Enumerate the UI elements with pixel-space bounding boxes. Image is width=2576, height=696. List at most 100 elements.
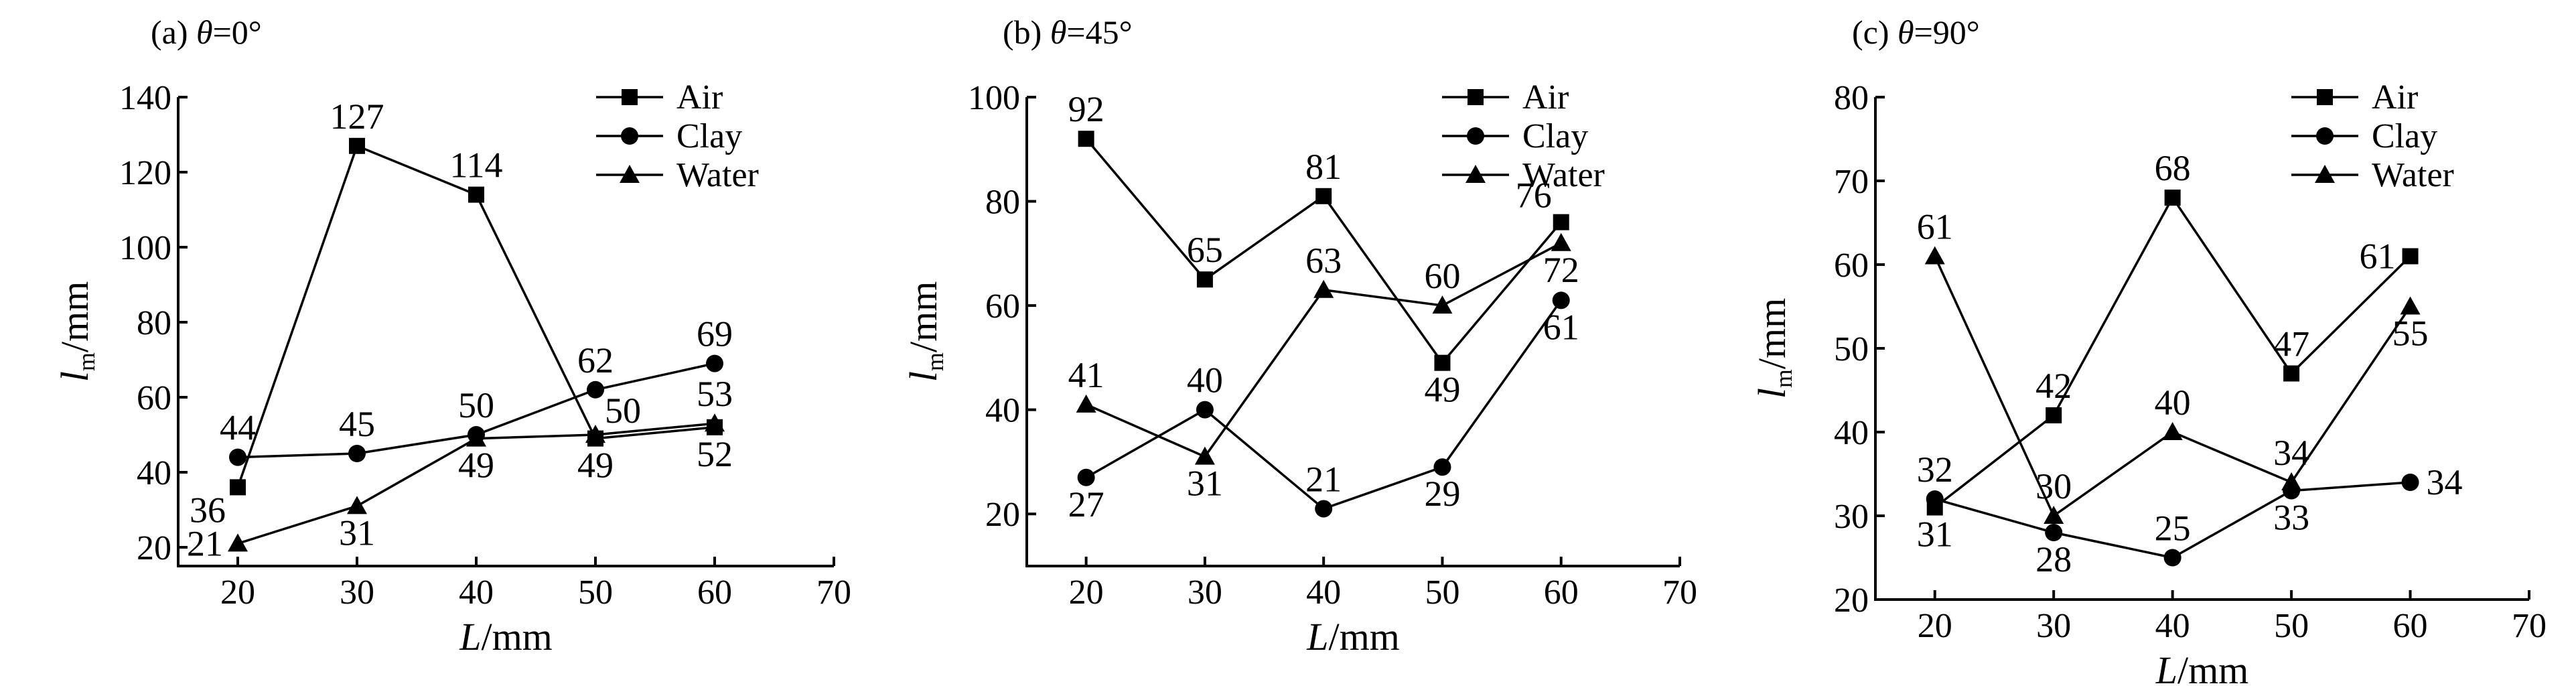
data-point-air [1434,354,1451,371]
data-label: 55 [2392,314,2429,354]
chart-title: (b) θ=45° [1003,13,1133,51]
legend-marker-clay [1467,127,1484,145]
y-axis-label: lm/mm [902,281,948,382]
x-tick-label: 70 [2512,607,2547,645]
legend-marker-water [1465,165,1486,183]
legend-marker-air [622,89,638,105]
data-label: 49 [577,445,614,486]
data-label: 49 [1424,370,1460,410]
axis-lines [1025,97,1680,567]
y-tick-label: 40 [1834,414,1869,452]
data-label: 34 [2273,433,2309,473]
data-label: 41 [1068,355,1104,395]
x-axis-label: L/mm [459,615,553,658]
data-point-clay [1926,490,1944,508]
data-label: 65 [1187,230,1223,270]
y-tick-label: 120 [119,154,171,192]
x-tick-label: 20 [220,573,255,612]
data-point-water [2281,472,2302,490]
data-label: 32 [1917,449,1953,490]
chart-title: (c) θ=90° [1852,13,1980,51]
data-label: 40 [1187,360,1223,401]
data-point-clay [348,445,366,462]
data-point-air [2046,407,2062,423]
data-label: 21 [187,523,223,563]
data-label: 27 [1068,484,1104,525]
legend-label: Clay [2372,117,2437,155]
x-tick-label: 60 [697,573,732,612]
data-point-water [1432,295,1453,314]
legend-marker-water [2315,165,2335,183]
data-point-air [349,137,365,154]
legend-label: Clay [676,117,742,155]
x-tick-label: 60 [1544,573,1579,612]
y-tick-label: 60 [985,287,1020,326]
y-tick-label: 50 [1834,330,1869,368]
legend-marker-water [620,165,640,183]
legend-marker-clay [2316,127,2334,145]
x-tick-label: 30 [340,573,374,612]
data-point-water [2400,296,2421,315]
axis-lines [177,97,834,567]
data-label: 63 [1305,240,1342,281]
legend-marker-clay [621,127,638,145]
series-water [228,413,725,552]
y-tick-label: 80 [985,184,1020,222]
data-label: 61 [1917,207,1953,247]
data-label: 114 [450,145,503,186]
legend-marker-air [1468,89,1484,105]
data-label: 52 [697,434,733,474]
data-label: 69 [697,314,733,354]
data-label: 76 [1516,176,1552,216]
y-tick-label: 70 [1834,163,1869,201]
x-tick-label: 40 [1306,573,1341,612]
data-point-clay [2163,549,2181,567]
x-tick-label: 20 [1918,607,1952,645]
data-point-water [2162,422,2183,440]
data-label: 31 [339,512,375,553]
x-tick-label: 40 [2155,607,2190,645]
data-label: 92 [1068,89,1104,129]
y-tick-label: 140 [119,79,171,117]
data-label: 36 [190,490,226,530]
data-point-clay [1552,291,1570,309]
data-point-clay [706,354,723,372]
data-point-water [1551,232,1571,251]
data-label: 49 [458,445,494,486]
legend-label: Air [676,78,723,117]
data-point-water [1313,279,1334,298]
legend-label: Air [2372,78,2418,117]
data-point-water [705,413,725,432]
data-point-clay [1315,500,1333,518]
x-tick-label: 50 [578,573,613,612]
data-point-air [230,479,246,496]
data-point-water [1194,446,1215,465]
data-point-air [1196,271,1213,288]
data-label: 62 [577,340,614,380]
data-label: 53 [697,374,733,414]
data-label: 61 [1543,307,1579,347]
chart-panel-2: (b) θ=45° 20 30 40 50 60 70 20 40 60 80 100 L/mm lm/m… [902,13,1697,658]
data-label: 60 [1424,256,1460,296]
data-label: 50 [605,391,641,431]
data-label: 72 [1543,250,1579,290]
data-point-air [2283,365,2300,382]
data-label: 30 [2035,466,2072,506]
legend-label: Water [2372,156,2454,194]
data-point-clay [587,380,604,399]
legend-label: Air [1522,78,1569,117]
data-point-air [468,186,484,203]
y-tick-label: 100 [119,229,171,267]
x-axis-label: L/mm [2155,648,2249,692]
data-point-clay [1433,458,1451,476]
y-tick-label: 60 [137,379,171,417]
x-axis-label: L/mm [1306,615,1400,658]
x-tick-label: 40 [459,573,494,612]
data-label: 28 [2035,539,2072,579]
series-air [1926,190,2419,516]
data-point-air [1553,214,1569,230]
y-tick-label: 30 [1834,498,1869,536]
y-tick-label: 60 [1834,247,1869,285]
